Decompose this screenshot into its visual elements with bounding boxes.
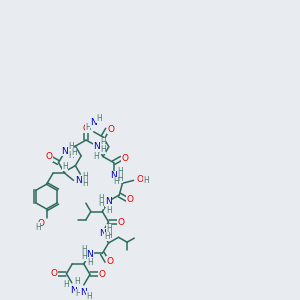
Text: O: O [98,270,106,279]
Text: H: H [63,280,69,289]
Text: H: H [82,172,88,181]
Text: H: H [100,145,106,154]
Text: N: N [105,197,112,206]
Text: H: H [81,252,87,261]
Text: H: H [94,152,99,161]
Text: O: O [82,124,90,133]
Text: H: H [106,206,112,214]
Text: H: H [96,114,102,123]
Text: O: O [127,195,134,204]
Text: H: H [74,278,80,286]
Text: H: H [82,179,88,188]
Text: N: N [93,142,100,152]
Text: N: N [80,288,87,297]
Text: O: O [136,175,143,184]
Text: O: O [117,218,124,226]
Text: O: O [107,125,114,134]
Text: H: H [76,290,81,298]
Text: H: H [98,200,104,208]
Text: H: H [106,231,112,240]
Text: N: N [87,250,93,259]
Text: N: N [61,147,68,156]
Text: H: H [143,176,149,185]
Text: H: H [117,174,123,183]
Text: N: N [76,176,82,185]
Text: H: H [35,223,41,232]
Text: N: N [70,286,77,295]
Text: H: H [117,167,123,176]
Text: H: H [86,292,92,300]
Text: H: H [98,194,104,202]
Text: H: H [85,123,91,132]
Text: H: H [62,162,68,171]
Text: H: H [100,138,106,147]
Text: H: H [106,224,112,233]
Text: O: O [38,218,45,227]
Text: O: O [51,269,58,278]
Text: N: N [99,229,106,238]
Text: O: O [46,152,52,161]
Text: H: H [68,142,74,152]
Text: H: H [81,244,87,253]
Text: O: O [106,256,113,266]
Text: H: H [104,232,110,241]
Text: H: H [113,177,119,186]
Text: H: H [68,151,74,160]
Text: O: O [121,154,128,163]
Text: H: H [71,148,77,157]
Text: N: N [90,118,97,127]
Text: N: N [110,171,117,180]
Text: H: H [88,258,93,267]
